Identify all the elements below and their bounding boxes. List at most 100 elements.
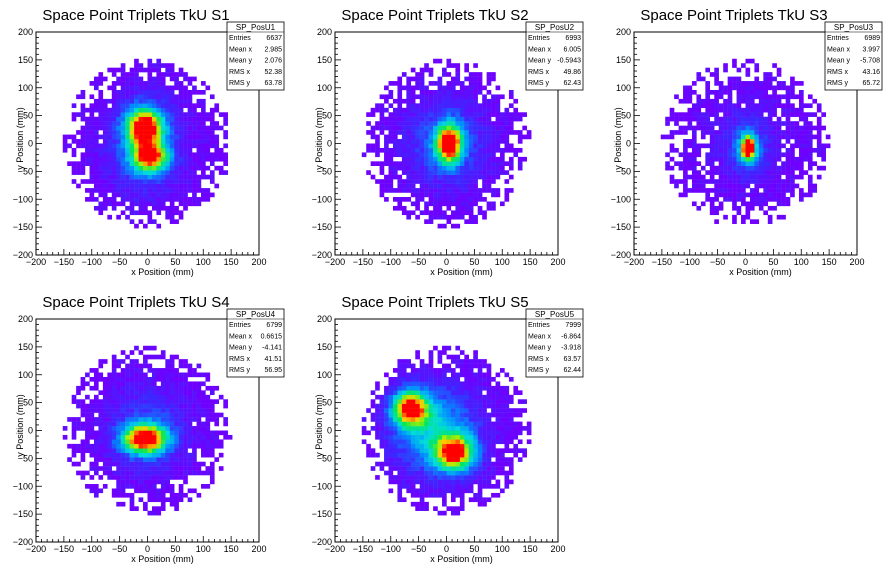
heatmap-bin bbox=[763, 170, 768, 175]
heatmap-bin bbox=[125, 147, 130, 153]
heatmap-bin bbox=[732, 188, 737, 193]
heatmap-bin bbox=[397, 426, 403, 431]
heatmap-bin bbox=[151, 510, 157, 516]
heatmap-bin bbox=[80, 156, 86, 162]
heatmap-bin bbox=[89, 385, 95, 391]
x-tick-label: 150 bbox=[523, 257, 538, 267]
x-tick-label: −50 bbox=[112, 544, 127, 554]
heatmap-bin bbox=[375, 143, 380, 149]
heatmap-bin bbox=[93, 381, 99, 387]
heatmap-bin bbox=[174, 399, 179, 404]
heatmap-bin bbox=[134, 403, 139, 409]
heatmap-bin bbox=[727, 125, 733, 131]
heatmap-bin bbox=[160, 394, 166, 400]
heatmap-bin bbox=[116, 94, 121, 100]
heatmap-bin bbox=[410, 488, 416, 494]
heatmap-bin bbox=[749, 103, 755, 109]
heatmap-bin bbox=[134, 484, 139, 489]
heatmap-bin bbox=[464, 479, 469, 485]
heatmap-bin bbox=[446, 179, 452, 184]
y-tick-label: 100 bbox=[18, 370, 33, 380]
heatmap-bin bbox=[517, 430, 523, 436]
heatmap-bin bbox=[156, 403, 162, 409]
heatmap-bin bbox=[147, 443, 153, 449]
heatmap-bin bbox=[433, 130, 438, 135]
y-tick-label: −100 bbox=[13, 481, 33, 491]
heatmap-bin bbox=[116, 81, 121, 86]
heatmap-bin bbox=[379, 116, 385, 122]
heatmap-bin bbox=[111, 408, 117, 413]
heatmap-bin bbox=[763, 143, 768, 149]
heatmap-bin bbox=[419, 134, 425, 140]
heatmap-bin bbox=[165, 147, 170, 153]
heatmap-bin bbox=[428, 210, 434, 216]
heatmap-bin bbox=[486, 394, 492, 400]
heatmap-bin bbox=[464, 359, 469, 364]
heatmap-bin bbox=[120, 130, 126, 135]
heatmap-bin bbox=[807, 183, 813, 189]
heatmap-bin bbox=[517, 457, 523, 462]
heatmap-bin bbox=[473, 183, 478, 189]
heatmap-bin bbox=[473, 434, 478, 440]
heatmap-bin bbox=[62, 134, 68, 140]
heatmap-bin bbox=[187, 174, 193, 180]
heatmap-bin bbox=[138, 89, 144, 95]
heatmap-bin bbox=[468, 412, 474, 418]
heatmap-bin bbox=[116, 448, 121, 453]
heatmap-bin bbox=[116, 439, 121, 445]
heatmap-bin bbox=[93, 125, 99, 131]
heatmap-bin bbox=[89, 81, 95, 86]
heatmap-bin bbox=[415, 201, 420, 207]
heatmap-bin bbox=[468, 430, 474, 436]
heatmap-bin bbox=[464, 417, 469, 422]
heatmap-bin bbox=[151, 417, 157, 422]
heatmap-bin bbox=[437, 58, 443, 64]
heatmap-bin bbox=[504, 417, 510, 422]
heatmap-bin bbox=[169, 219, 175, 224]
heatmap-bin bbox=[169, 165, 175, 171]
heatmap-bin bbox=[799, 143, 804, 149]
heatmap-bin bbox=[687, 143, 693, 149]
heatmap-bin bbox=[192, 179, 197, 184]
heatmap-bin bbox=[678, 125, 684, 131]
heatmap-bin bbox=[468, 139, 474, 144]
heatmap-bin bbox=[388, 376, 394, 382]
heatmap-bin bbox=[482, 165, 487, 171]
heatmap-bin bbox=[129, 197, 135, 202]
heatmap-bin bbox=[754, 165, 760, 171]
heatmap-bin bbox=[468, 183, 474, 189]
heatmap-bin bbox=[214, 139, 220, 144]
histogram-svg: Space Point Triplets TkU S4−200 −150 −100−… bbox=[13, 294, 285, 564]
heatmap-bin bbox=[446, 107, 452, 113]
heatmap-bin bbox=[455, 152, 461, 158]
heatmap-bin bbox=[442, 170, 447, 175]
heatmap-bin bbox=[526, 134, 532, 140]
heatmap-bin bbox=[732, 143, 737, 149]
heatmap-bin bbox=[772, 121, 777, 126]
heatmap-bin bbox=[151, 421, 157, 427]
heatmap-bin bbox=[424, 479, 429, 485]
heatmap-bin bbox=[107, 417, 113, 422]
heatmap-bin bbox=[147, 497, 153, 503]
heatmap-bin bbox=[723, 152, 728, 158]
heatmap-bin bbox=[67, 417, 72, 422]
heatmap-bin bbox=[749, 170, 755, 175]
heatmap-bin bbox=[473, 152, 478, 158]
heatmap-bin bbox=[379, 125, 385, 131]
heatmap-bin bbox=[89, 399, 95, 404]
heatmap-bin bbox=[691, 179, 697, 184]
heatmap-bin bbox=[455, 112, 461, 117]
heatmap-bin bbox=[143, 174, 148, 180]
heatmap-bin bbox=[455, 390, 461, 396]
heatmap-bin bbox=[446, 58, 452, 64]
stats-label: RMS x bbox=[229, 69, 251, 76]
stats-label: RMS x bbox=[229, 356, 251, 363]
heatmap-bin bbox=[437, 197, 443, 202]
heatmap-bin bbox=[477, 376, 483, 382]
heatmap-bin bbox=[125, 81, 130, 86]
heatmap-bin bbox=[468, 368, 474, 373]
heatmap-bin bbox=[111, 170, 117, 175]
heatmap-bin bbox=[477, 161, 483, 166]
heatmap-bin bbox=[464, 394, 469, 400]
heatmap-bin bbox=[89, 421, 95, 427]
